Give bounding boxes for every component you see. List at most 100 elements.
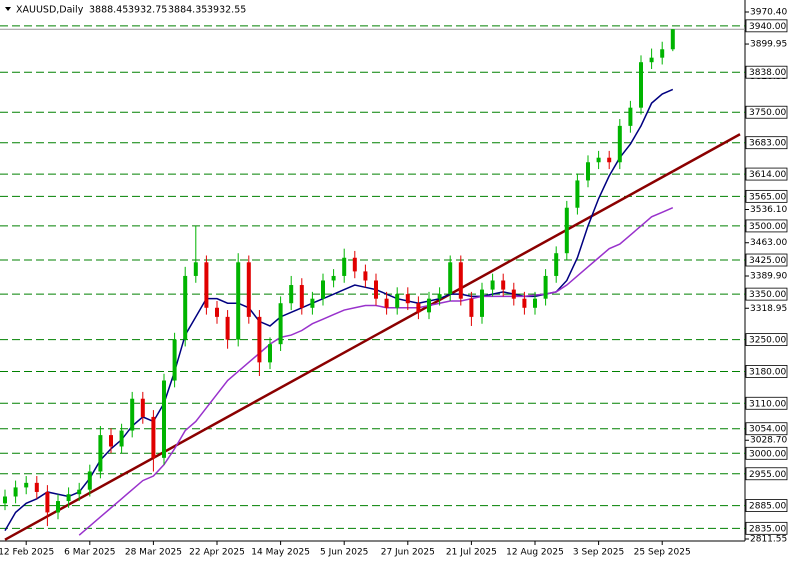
y-tick-label: 3970.40: [750, 8, 787, 18]
level-label-box: [745, 253, 788, 267]
candle-body: [13, 487, 18, 497]
candle-body: [554, 253, 559, 276]
level-label: 3054.00: [749, 425, 786, 435]
candle-body: [130, 398, 135, 431]
x-tick-label: 28 Mar 2025: [125, 548, 182, 558]
trend-line: [4, 170, 674, 541]
level-label: 3838.00: [749, 68, 786, 78]
x-tick-label: 25 Sep 2025: [634, 548, 691, 558]
candle-body: [109, 435, 113, 447]
x-tick-label: 14 May 2025: [251, 548, 310, 558]
candle-body: [299, 285, 304, 308]
trend-line-extension: [672, 133, 741, 173]
candle-body: [3, 496, 7, 504]
candle-body: [628, 107, 633, 126]
candle-body: [437, 294, 442, 299]
candle-body: [490, 280, 495, 290]
candle-body: [458, 262, 463, 299]
candle-body: [98, 435, 103, 472]
level-label-box: [745, 189, 788, 203]
candle-body: [140, 398, 145, 417]
candle-body: [56, 501, 60, 513]
candle-body: [278, 303, 283, 345]
candle-body: [87, 471, 92, 490]
candle-body: [352, 257, 357, 272]
candle-body: [607, 157, 612, 163]
level-label: 3565.00: [749, 192, 786, 202]
level-label-box: [745, 136, 788, 150]
candle-body: [416, 303, 421, 313]
x-tick-label: 12 Feb 2025: [0, 548, 54, 558]
candle-body: [24, 482, 29, 488]
moving-average: [78, 207, 674, 536]
candle-body: [310, 298, 315, 308]
y-tick-label: 3899.95: [750, 40, 787, 50]
candle-body: [522, 298, 527, 308]
candle-body: [321, 280, 325, 299]
level-label: 3000.00: [749, 449, 786, 459]
candle-body: [162, 380, 166, 458]
level-label-box: [745, 521, 788, 535]
level-label: 3250.00: [749, 336, 786, 346]
level-label-box: [745, 365, 788, 378]
candle-body: [501, 280, 506, 290]
candle-body: [66, 494, 71, 502]
candle-body: [172, 339, 177, 381]
candle-body: [331, 275, 336, 281]
candle-body: [480, 289, 484, 317]
y-tick-label: 2811.55: [750, 535, 787, 545]
level-label: 2955.00: [749, 470, 786, 480]
candle-body: [289, 285, 294, 304]
y-tick-label: 3463.00: [750, 238, 787, 248]
level-label-box: [745, 422, 788, 436]
candle-body: [246, 262, 251, 317]
candle-body: [151, 416, 156, 458]
level-label-box: [745, 219, 788, 233]
symbol: XAUUSD,Daily: [16, 5, 84, 16]
candle-body: [342, 257, 347, 276]
level-label-box: [745, 396, 788, 410]
level-label-box: [745, 499, 788, 512]
candle-body: [225, 316, 230, 340]
level-label: 2835.00: [749, 524, 786, 534]
y-tick-label: 3536.10: [750, 205, 787, 215]
low-price: 3884.35: [168, 5, 207, 16]
candle-body: [384, 298, 389, 308]
candle-body: [183, 275, 188, 340]
candle-body: [45, 491, 50, 513]
x-tick-label: 12 Aug 2025: [506, 548, 564, 558]
level-label: 3940.00: [749, 22, 786, 32]
candle-body: [543, 275, 548, 299]
candle-body: [268, 344, 272, 363]
candle-body: [427, 298, 431, 313]
level-label: 3350.00: [749, 290, 786, 300]
candle-body: [511, 289, 516, 299]
candle-body: [34, 482, 39, 492]
candle-body: [193, 262, 198, 276]
candle-body: [469, 298, 474, 317]
candle-body: [564, 207, 569, 254]
candle-body: [533, 298, 537, 308]
level-label: 3750.00: [749, 108, 786, 118]
candle-body: [119, 430, 124, 447]
level-label-box: [745, 167, 788, 181]
level-label: 3425.00: [749, 256, 786, 266]
high-price: 3932.75: [128, 5, 167, 16]
open-price: 3888.45: [89, 5, 128, 16]
candle-body: [236, 262, 241, 340]
candle-body: [77, 489, 82, 495]
candle-body: [395, 294, 400, 308]
candle-body: [639, 62, 643, 108]
x-tick-label: 21 Jul 2025: [446, 548, 497, 558]
candle-body: [617, 125, 622, 163]
candle-body: [215, 307, 219, 317]
x-tick-label: 22 Apr 2025: [189, 548, 245, 558]
x-tick-label: 27 Jun 2025: [381, 548, 435, 558]
level-label-box: [745, 105, 788, 119]
level-label-box: [745, 65, 788, 79]
level-label: 3614.00: [749, 170, 786, 180]
moving-average: [4, 88, 674, 531]
candle-body: [257, 316, 262, 363]
